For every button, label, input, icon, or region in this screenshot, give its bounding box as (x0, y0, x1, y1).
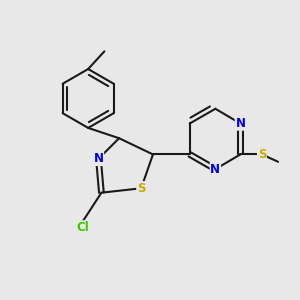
Text: N: N (210, 163, 220, 176)
Text: N: N (236, 117, 245, 130)
Text: Cl: Cl (76, 221, 89, 234)
Text: S: S (137, 182, 146, 195)
Text: N: N (94, 152, 103, 165)
Text: S: S (258, 148, 266, 161)
